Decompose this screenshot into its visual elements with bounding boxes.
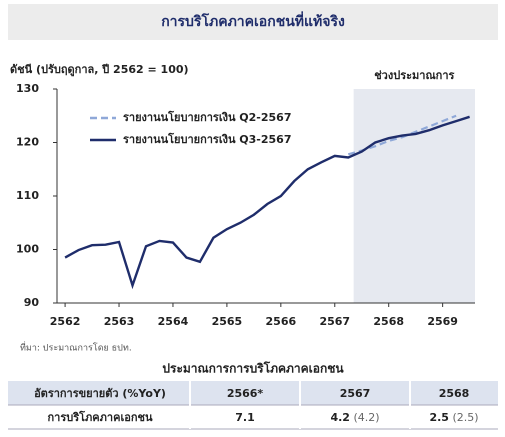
x-tick-label: 2566 bbox=[266, 315, 297, 328]
cell-previous: (4.2) bbox=[353, 411, 379, 424]
plot: ช่วงประมาณการ 90 100 110 120 130 2562 2563 2564 2… bbox=[16, 69, 475, 328]
legend-label: รายงานนโยบายการเงิน Q3-2567 bbox=[123, 132, 292, 146]
y-tick-label: 100 bbox=[16, 243, 39, 256]
x-tick-label: 2568 bbox=[373, 315, 404, 328]
y-axis-label: ดัชนี (ปรับฤดูกาล, ปี 2562 = 100) bbox=[10, 63, 189, 77]
x-tick-label: 2562 bbox=[50, 315, 81, 328]
legend-label: รายงานนโยบายการเงิน Q2-2567 bbox=[123, 110, 292, 124]
y-tick-label: 90 bbox=[24, 296, 40, 309]
y-tick-label: 120 bbox=[16, 136, 39, 149]
x-tick-label: 2563 bbox=[104, 315, 135, 328]
x-tick-label: 2564 bbox=[158, 315, 189, 328]
table-header: 2568 bbox=[439, 387, 470, 400]
table-title: ประมาณการการบริโภคภาคเอกชน bbox=[162, 361, 344, 376]
forecast-label: ช่วงประมาณการ bbox=[374, 69, 454, 82]
table-cell: 7.1 bbox=[235, 411, 255, 424]
cell-value: 4.2 bbox=[330, 411, 350, 424]
cell-value: 2.5 bbox=[429, 411, 449, 424]
series-line bbox=[347, 114, 457, 156]
table-header: 2567 bbox=[340, 387, 371, 400]
source-note: ที่มา: ประมาณการโดย ธปท. bbox=[20, 341, 132, 354]
table-cell: 4.2 (4.2) bbox=[330, 411, 379, 424]
table-header-bg bbox=[8, 381, 498, 405]
table-header: อัตราการขยายตัว (%YoY) bbox=[34, 387, 166, 400]
cell-previous: (2.5) bbox=[452, 411, 478, 424]
x-tick-label: 2569 bbox=[427, 315, 458, 328]
table-row-label: การบริโภคภาคเอกชน bbox=[48, 410, 153, 424]
x-tick-label: 2567 bbox=[319, 315, 350, 328]
x-tick-label: 2565 bbox=[212, 315, 243, 328]
chart-title: การบริโภคภาคเอกชนที่แท้จริง bbox=[161, 11, 345, 30]
table-header: 2566* bbox=[227, 387, 264, 400]
y-tick-label: 130 bbox=[16, 82, 39, 95]
series-line bbox=[64, 115, 470, 290]
forecast-region bbox=[353, 89, 475, 303]
y-tick-label: 110 bbox=[16, 189, 39, 202]
title-bar bbox=[8, 4, 498, 40]
table-cell: 2.5 (2.5) bbox=[429, 411, 478, 424]
